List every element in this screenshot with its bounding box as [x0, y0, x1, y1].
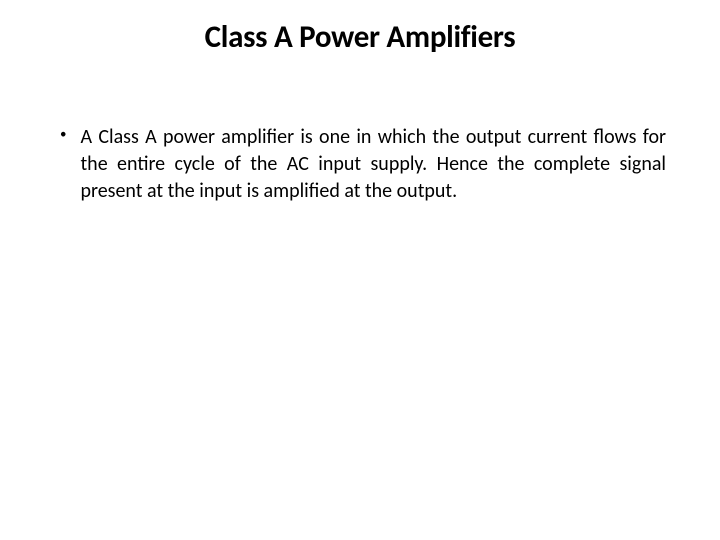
slide-container: Class A Power Amplifiers • A Class A pow… — [0, 0, 720, 540]
bullet-item: • A Class A power amplifier is one in wh… — [60, 124, 666, 205]
bullet-text: A Class A power amplifier is one in whic… — [80, 124, 666, 205]
bullet-marker: • — [60, 126, 66, 144]
slide-title: Class A Power Amplifiers — [50, 18, 670, 56]
slide-content: • A Class A power amplifier is one in wh… — [50, 124, 670, 205]
